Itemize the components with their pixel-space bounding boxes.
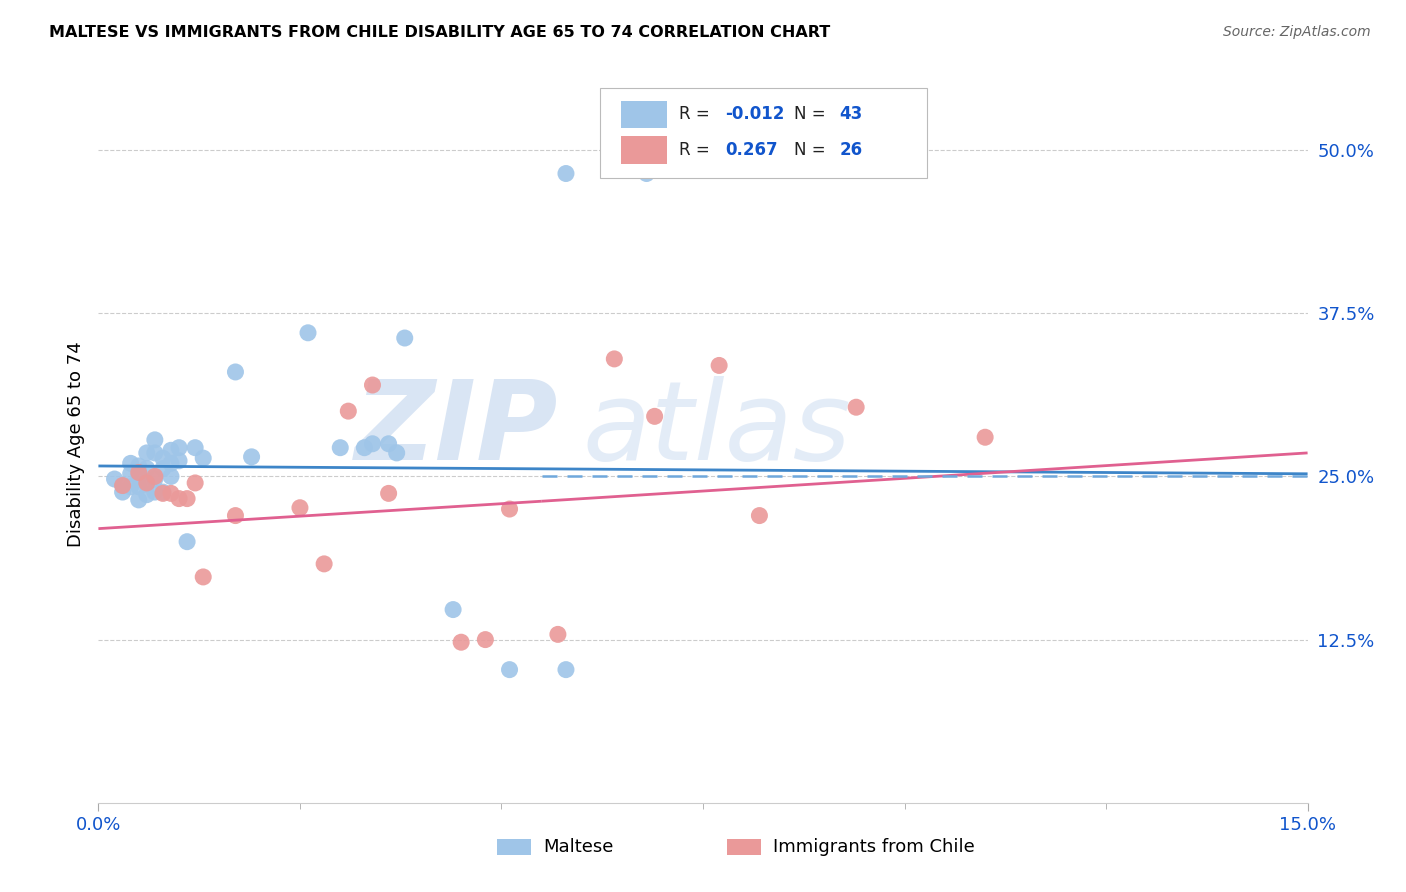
Point	[103, 472, 125, 486]
Point	[361, 378, 384, 392]
Point	[128, 466, 150, 480]
Point	[135, 461, 157, 475]
Point	[498, 663, 520, 677]
Point	[135, 477, 157, 491]
Point	[160, 443, 183, 458]
Text: Source: ZipAtlas.com: Source: ZipAtlas.com	[1223, 25, 1371, 39]
Point	[128, 480, 150, 494]
Point	[160, 456, 183, 470]
Point	[152, 461, 174, 475]
Point	[152, 451, 174, 466]
Point	[143, 446, 166, 460]
Point	[184, 441, 207, 455]
Point	[193, 451, 215, 466]
Point	[120, 480, 142, 494]
Point	[297, 326, 319, 340]
Point	[152, 485, 174, 500]
FancyBboxPatch shape	[621, 136, 666, 164]
Point	[176, 491, 198, 506]
FancyBboxPatch shape	[727, 838, 761, 855]
Point	[224, 508, 246, 523]
Point	[160, 486, 183, 500]
Point	[167, 441, 190, 455]
Point	[167, 491, 190, 506]
Text: 26: 26	[839, 141, 863, 159]
Text: Maltese: Maltese	[543, 838, 614, 855]
Point	[120, 467, 142, 481]
Point	[128, 458, 150, 473]
Point	[111, 478, 134, 492]
Point	[128, 469, 150, 483]
Text: atlas: atlas	[582, 376, 851, 483]
Point	[555, 663, 578, 677]
Text: -0.012: -0.012	[724, 105, 785, 123]
Point	[111, 478, 134, 492]
Point	[377, 486, 399, 500]
Point	[224, 365, 246, 379]
Text: 0.267: 0.267	[724, 141, 778, 159]
Point	[441, 602, 464, 616]
Point	[314, 557, 336, 571]
Text: MALTESE VS IMMIGRANTS FROM CHILE DISABILITY AGE 65 TO 74 CORRELATION CHART: MALTESE VS IMMIGRANTS FROM CHILE DISABIL…	[49, 25, 831, 40]
Point	[143, 472, 166, 486]
Point	[636, 167, 658, 181]
Point	[111, 485, 134, 500]
Text: N =: N =	[793, 105, 831, 123]
Point	[337, 404, 360, 418]
Text: Immigrants from Chile: Immigrants from Chile	[773, 838, 974, 855]
Point	[120, 456, 142, 470]
Point	[547, 627, 569, 641]
Point	[377, 436, 399, 450]
Point	[329, 441, 352, 455]
Point	[748, 508, 770, 523]
Point	[128, 492, 150, 507]
Point	[974, 430, 997, 444]
Point	[288, 500, 311, 515]
Point	[152, 486, 174, 500]
Text: ZIP: ZIP	[354, 376, 558, 483]
Point	[143, 485, 166, 500]
Point	[143, 433, 166, 447]
Point	[135, 475, 157, 490]
Text: R =: R =	[679, 141, 714, 159]
FancyBboxPatch shape	[600, 88, 927, 178]
Point	[135, 488, 157, 502]
Text: N =: N =	[793, 141, 831, 159]
Point	[707, 359, 730, 373]
Point	[845, 401, 868, 415]
Point	[603, 351, 626, 366]
FancyBboxPatch shape	[498, 838, 531, 855]
Point	[385, 446, 408, 460]
Text: R =: R =	[679, 105, 714, 123]
Y-axis label: Disability Age 65 to 74: Disability Age 65 to 74	[66, 341, 84, 547]
Point	[498, 502, 520, 516]
Point	[555, 167, 578, 181]
Point	[143, 469, 166, 483]
Point	[361, 436, 384, 450]
Point	[394, 331, 416, 345]
Point	[450, 635, 472, 649]
Point	[160, 469, 183, 483]
Point	[644, 409, 666, 424]
Point	[474, 632, 496, 647]
Text: 43: 43	[839, 105, 863, 123]
Point	[184, 475, 207, 490]
FancyBboxPatch shape	[621, 101, 666, 128]
Point	[240, 450, 263, 464]
Point	[167, 454, 190, 468]
Point	[193, 570, 215, 584]
Point	[135, 446, 157, 460]
Point	[176, 534, 198, 549]
Point	[353, 441, 375, 455]
